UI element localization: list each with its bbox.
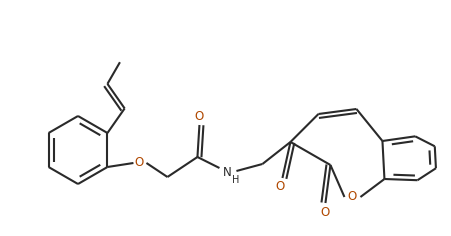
Text: N: N <box>223 165 232 178</box>
Text: O: O <box>195 110 204 123</box>
Text: O: O <box>135 156 144 169</box>
Text: O: O <box>348 190 357 203</box>
Text: O: O <box>321 206 330 219</box>
Text: H: H <box>232 175 239 185</box>
Text: O: O <box>276 181 285 194</box>
